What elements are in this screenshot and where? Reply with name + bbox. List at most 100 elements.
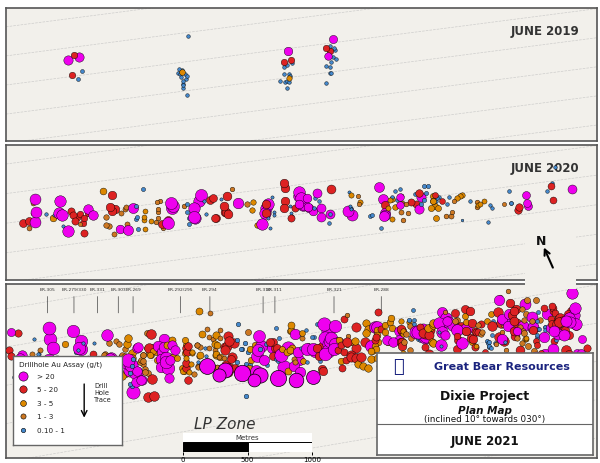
Point <box>16 354 25 362</box>
Point <box>107 204 116 212</box>
Point <box>220 355 229 363</box>
Point <box>372 323 382 331</box>
Point <box>201 353 211 360</box>
Point <box>271 356 281 363</box>
Point <box>550 310 559 318</box>
Point <box>394 337 403 344</box>
Point <box>139 186 148 194</box>
Point <box>473 202 483 209</box>
Point <box>416 200 426 208</box>
Point <box>142 345 152 352</box>
Point <box>414 206 424 213</box>
Point <box>26 374 36 382</box>
Point <box>368 346 377 354</box>
Point <box>63 228 73 235</box>
Point <box>509 317 518 325</box>
Point <box>181 344 191 352</box>
Point <box>323 328 332 335</box>
Point <box>521 192 531 200</box>
Point <box>413 335 422 343</box>
Point <box>302 194 312 202</box>
Point <box>298 334 307 342</box>
Point <box>60 341 70 348</box>
Point <box>295 369 305 376</box>
Point <box>102 332 112 339</box>
Point <box>401 330 411 338</box>
Point <box>531 297 541 305</box>
Point <box>233 320 243 328</box>
Point <box>476 331 485 338</box>
Point <box>153 215 163 222</box>
Point <box>83 363 93 371</box>
Point <box>58 223 67 231</box>
Point <box>432 194 442 202</box>
Point <box>325 211 334 218</box>
Point <box>115 225 125 233</box>
Text: Drill
Hole
Trace: Drill Hole Trace <box>94 382 112 402</box>
Point <box>550 338 559 345</box>
Point <box>559 318 568 325</box>
Text: Metres: Metres <box>236 434 259 440</box>
Point <box>353 193 362 200</box>
Point <box>411 329 421 336</box>
Point <box>377 225 386 232</box>
Point <box>282 85 292 92</box>
Point <box>496 294 505 301</box>
Point <box>74 55 83 62</box>
Point <box>23 398 32 406</box>
Point <box>540 350 550 358</box>
Point <box>466 335 476 342</box>
Point <box>48 215 58 222</box>
Point <box>365 213 375 220</box>
Point <box>193 363 203 370</box>
Point <box>548 196 558 204</box>
Point <box>532 337 541 344</box>
Point <box>523 343 532 350</box>
Point <box>283 368 293 375</box>
Point <box>280 60 289 68</box>
Point <box>371 334 381 341</box>
Point <box>294 193 304 200</box>
Point <box>470 344 480 351</box>
Point <box>452 317 462 324</box>
Point <box>229 340 239 347</box>
Text: BR-303: BR-303 <box>110 288 126 313</box>
Point <box>559 332 569 339</box>
Point <box>155 198 165 205</box>
Point <box>347 339 356 347</box>
Point <box>532 318 542 325</box>
Point <box>133 343 143 350</box>
Point <box>285 203 295 211</box>
Point <box>125 370 135 377</box>
Point <box>303 343 313 350</box>
Point <box>492 320 502 328</box>
Point <box>548 303 557 310</box>
Text: BR-305: BR-305 <box>40 288 55 313</box>
Point <box>114 341 124 348</box>
Point <box>329 54 338 62</box>
Point <box>104 223 114 230</box>
Point <box>4 347 14 354</box>
Point <box>396 208 406 216</box>
Point <box>351 354 361 362</box>
Point <box>416 194 426 202</box>
Point <box>550 327 559 335</box>
Point <box>244 365 253 372</box>
Point <box>55 198 65 205</box>
Point <box>251 367 260 375</box>
Point <box>71 349 81 356</box>
Point <box>178 82 188 89</box>
Point <box>244 366 253 374</box>
Point <box>196 352 205 359</box>
Point <box>428 322 438 329</box>
Point <box>520 300 530 308</box>
Point <box>131 379 140 386</box>
Point <box>50 357 59 364</box>
Point <box>499 338 508 345</box>
Point <box>178 86 188 93</box>
Point <box>98 369 108 376</box>
Point <box>373 326 382 334</box>
Point <box>168 202 178 210</box>
Point <box>52 358 62 365</box>
Point <box>159 344 169 351</box>
